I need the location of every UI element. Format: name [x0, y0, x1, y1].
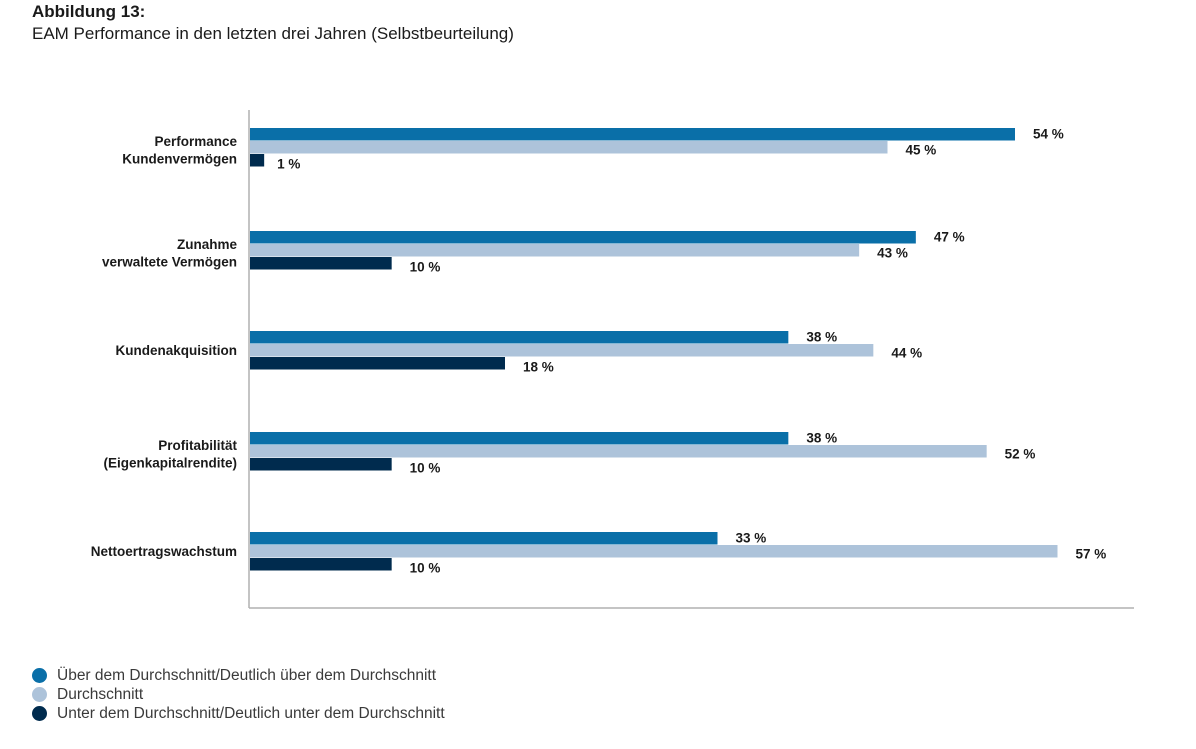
legend-label: Unter dem Durchschnitt/Deutlich unter de… [57, 704, 445, 722]
bar [250, 532, 718, 545]
legend-label: Über dem Durchschnitt/Deutlich über dem … [57, 666, 437, 684]
category-label: Kundenakquisition [116, 343, 238, 358]
bar [250, 331, 789, 344]
data-label: 38 % [806, 430, 837, 445]
data-label: 45 % [906, 142, 937, 157]
bar [250, 432, 789, 445]
legend-dot-icon [32, 687, 47, 702]
category-label: verwaltete Vermögen [102, 255, 237, 270]
data-label: 33 % [736, 530, 767, 545]
data-label: 1 % [277, 156, 300, 171]
legend-dot-icon [32, 668, 47, 683]
data-label: 10 % [410, 460, 441, 475]
figure-number: Abbildung 13: [32, 2, 146, 21]
bar [250, 128, 1015, 141]
category-label: Zunahme [177, 237, 237, 252]
data-label: 18 % [523, 359, 554, 374]
data-label: 44 % [891, 345, 922, 360]
bar [250, 244, 860, 257]
data-label: 43 % [877, 245, 908, 260]
legend-label: Durchschnitt [57, 685, 144, 703]
bar [250, 558, 392, 571]
data-label: 38 % [806, 329, 837, 344]
bar [250, 154, 265, 167]
category-label: Kundenvermögen [122, 152, 237, 167]
category-label: (Eigenkapitalrendite) [103, 456, 237, 471]
bar [250, 257, 392, 270]
bar [250, 344, 874, 357]
category-label: Profitabilität [158, 438, 237, 453]
data-label: 10 % [410, 259, 441, 274]
legend-item-below-average: Unter dem Durchschnitt/Deutlich unter de… [32, 704, 445, 723]
bar [250, 445, 987, 458]
legend-item-average: Durchschnitt [32, 685, 445, 704]
data-label: 52 % [1005, 446, 1036, 461]
bar [250, 231, 916, 244]
data-label: 57 % [1076, 546, 1107, 561]
bar [250, 458, 392, 471]
bar [250, 545, 1058, 558]
category-label: Nettoertragswachstum [91, 544, 237, 559]
data-label: 54 % [1033, 126, 1064, 141]
legend-dot-icon [32, 706, 47, 721]
legend: Über dem Durchschnitt/Deutlich über dem … [32, 666, 445, 723]
bar [250, 141, 888, 154]
figure-title: EAM Performance in den letzten drei Jahr… [32, 24, 514, 43]
bar [250, 357, 505, 370]
data-label: 10 % [410, 560, 441, 575]
legend-item-above-average: Über dem Durchschnitt/Deutlich über dem … [32, 666, 445, 685]
category-label: Performance [154, 134, 237, 149]
data-label: 47 % [934, 229, 965, 244]
